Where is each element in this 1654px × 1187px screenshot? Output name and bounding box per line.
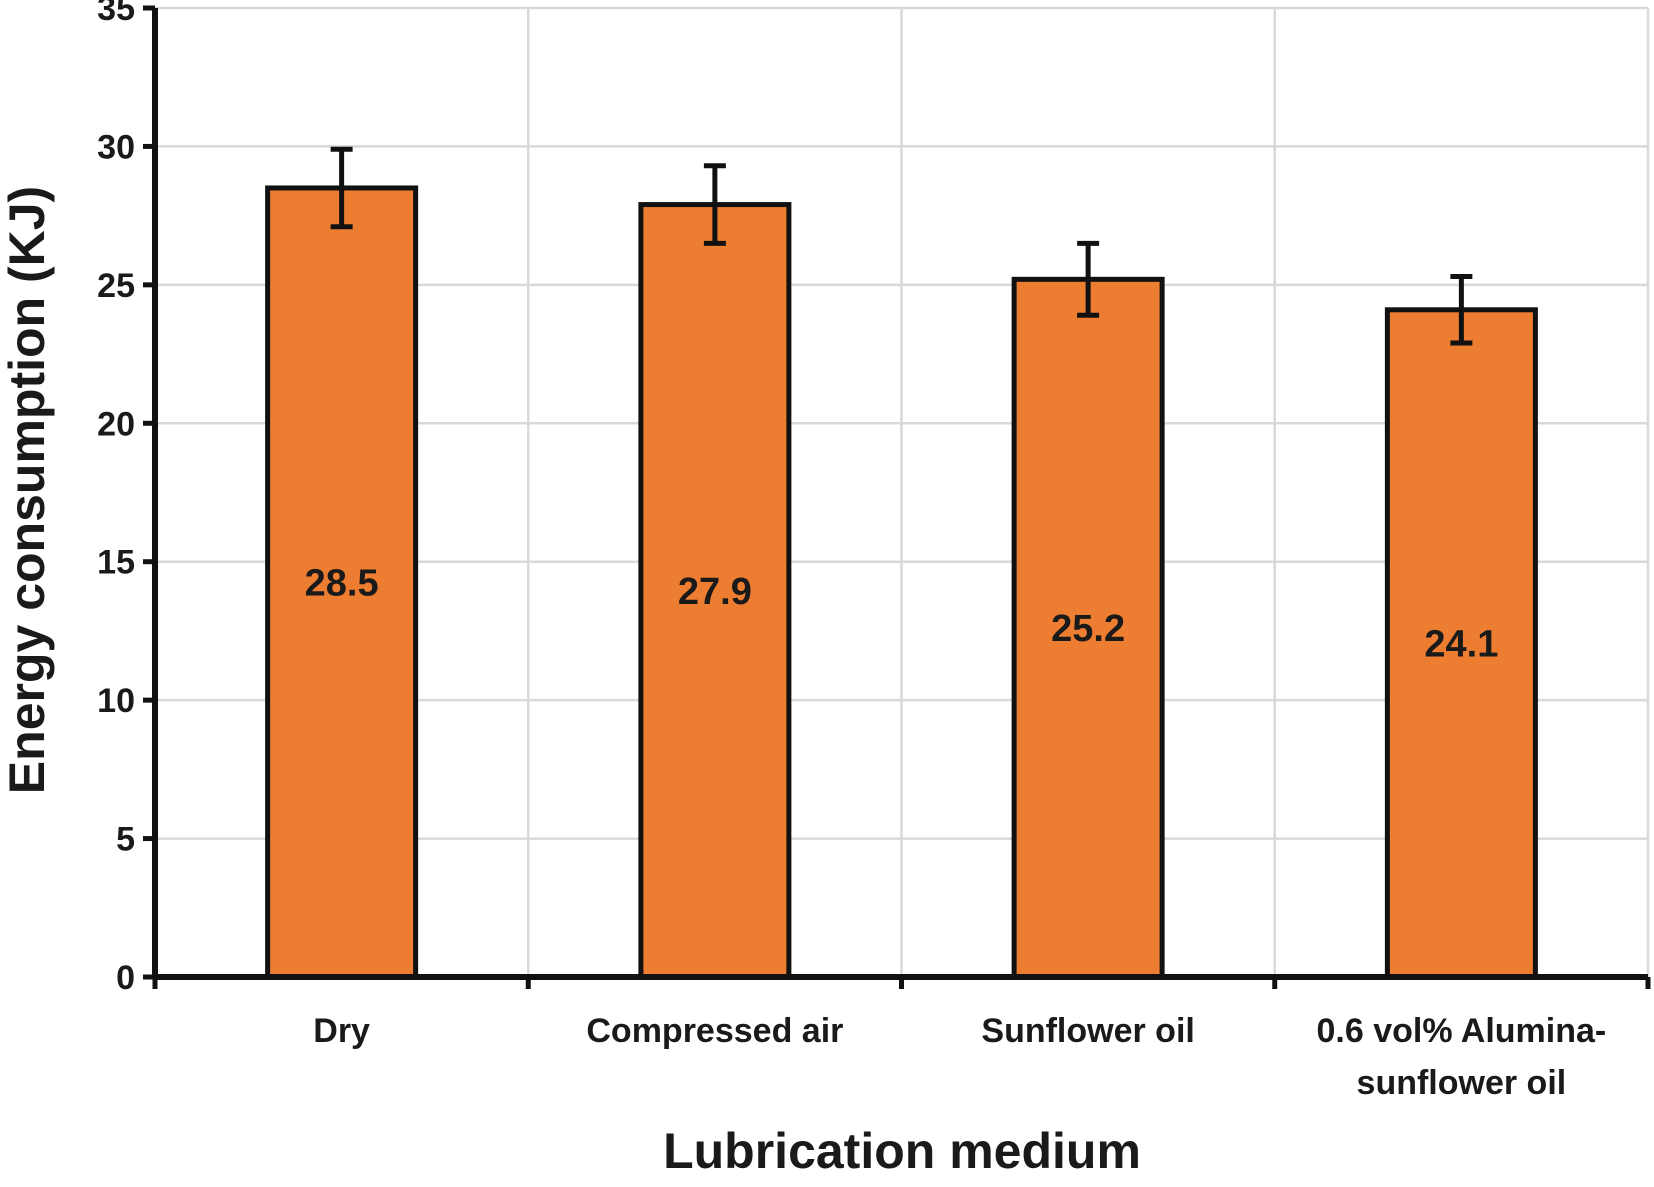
y-tick-label: 25 (97, 267, 135, 305)
bar (638, 202, 792, 980)
y-tick-label: 20 (97, 405, 135, 443)
bars (265, 146, 1538, 980)
y-tick-label: 15 (97, 544, 135, 582)
x-category-label: sunflower oil (1357, 1064, 1567, 1102)
x-category-label: Dry (313, 1012, 370, 1050)
y-tick-label: 30 (97, 128, 135, 166)
bar-value-label: 28.5 (305, 562, 379, 604)
x-category-label: Compressed air (586, 1012, 843, 1050)
bar (1384, 307, 1538, 980)
y-tick-label: 10 (97, 682, 135, 720)
axes (143, 5, 1651, 989)
x-category-label: Sunflower oil (981, 1012, 1194, 1050)
labels: 0 5 10 15 20 25 30 35 28.5 Dry 27.9 Compressed air 2… (97, 0, 1606, 1102)
y-tick-label: 35 (97, 0, 135, 28)
bar (265, 185, 419, 980)
bar (1011, 276, 1165, 980)
y-tick-label: 0 (116, 959, 135, 997)
y-tick-label: 5 (116, 821, 135, 859)
x-axis-title: Lubrication medium (663, 1123, 1141, 1179)
x-category-label: 0.6 vol% Alumina- (1317, 1012, 1607, 1050)
bar-value-label: 27.9 (678, 571, 752, 613)
bar-value-label: 24.1 (1424, 623, 1498, 665)
bar-value-label: 25.2 (1051, 608, 1125, 650)
y-axis-title: Energy consumption (KJ) (0, 186, 55, 794)
